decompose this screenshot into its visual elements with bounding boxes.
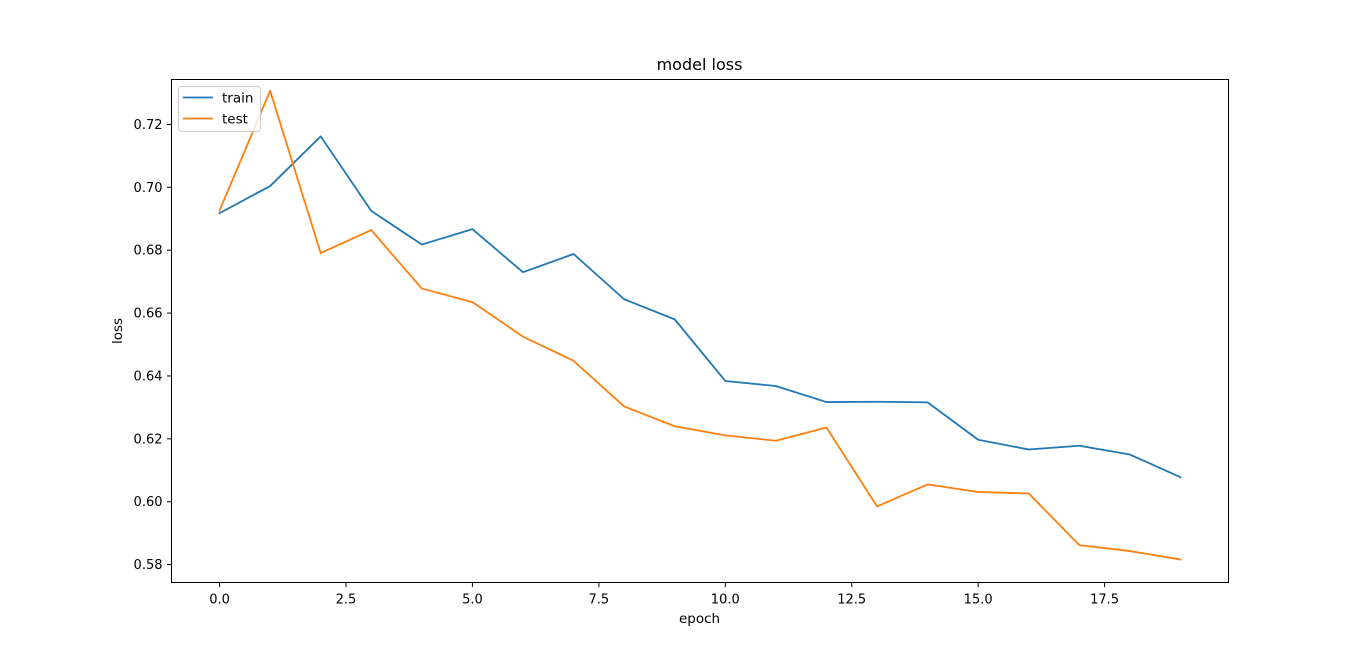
y-axis: 0.58 0.60 0.62 0.64 0.66 0.68 0.70 0.72	[134, 118, 172, 573]
y-tick-label: 0.68	[134, 244, 163, 259]
y-tick-label: 0.64	[134, 369, 163, 384]
x-tick-label: 7.5	[589, 593, 610, 608]
x-tick-label: 2.5	[336, 593, 357, 608]
x-tick-label: 5.0	[462, 593, 483, 608]
y-tick-label: 0.60	[134, 495, 163, 510]
x-tick-label: 12.5	[837, 593, 866, 608]
legend-label-train: train	[222, 91, 253, 107]
x-tick-label: 10.0	[711, 593, 740, 608]
chart-title: model loss	[657, 55, 743, 74]
y-tick-label: 0.66	[134, 307, 163, 322]
x-tick-label: 17.5	[1090, 593, 1119, 608]
series-line-train	[218, 135, 1182, 479]
series-line-test	[218, 89, 1182, 561]
plot-area	[218, 89, 1182, 561]
axes-frame	[171, 79, 1229, 583]
y-tick-label: 0.70	[134, 181, 163, 196]
x-axis-label: epoch	[679, 611, 720, 627]
x-tick-label: 15.0	[964, 593, 993, 608]
x-axis: 0.0 2.5 5.0 7.5 10.0 12.5 15.0 17.5	[209, 582, 1119, 608]
x-tick-label: 0.0	[209, 593, 230, 608]
legend-label-test: test	[222, 112, 248, 128]
legend: train test	[178, 86, 261, 132]
y-tick-label: 0.72	[134, 118, 163, 133]
y-tick-label: 0.58	[134, 558, 163, 573]
y-tick-label: 0.62	[134, 432, 163, 447]
y-axis-label: loss	[110, 318, 126, 344]
